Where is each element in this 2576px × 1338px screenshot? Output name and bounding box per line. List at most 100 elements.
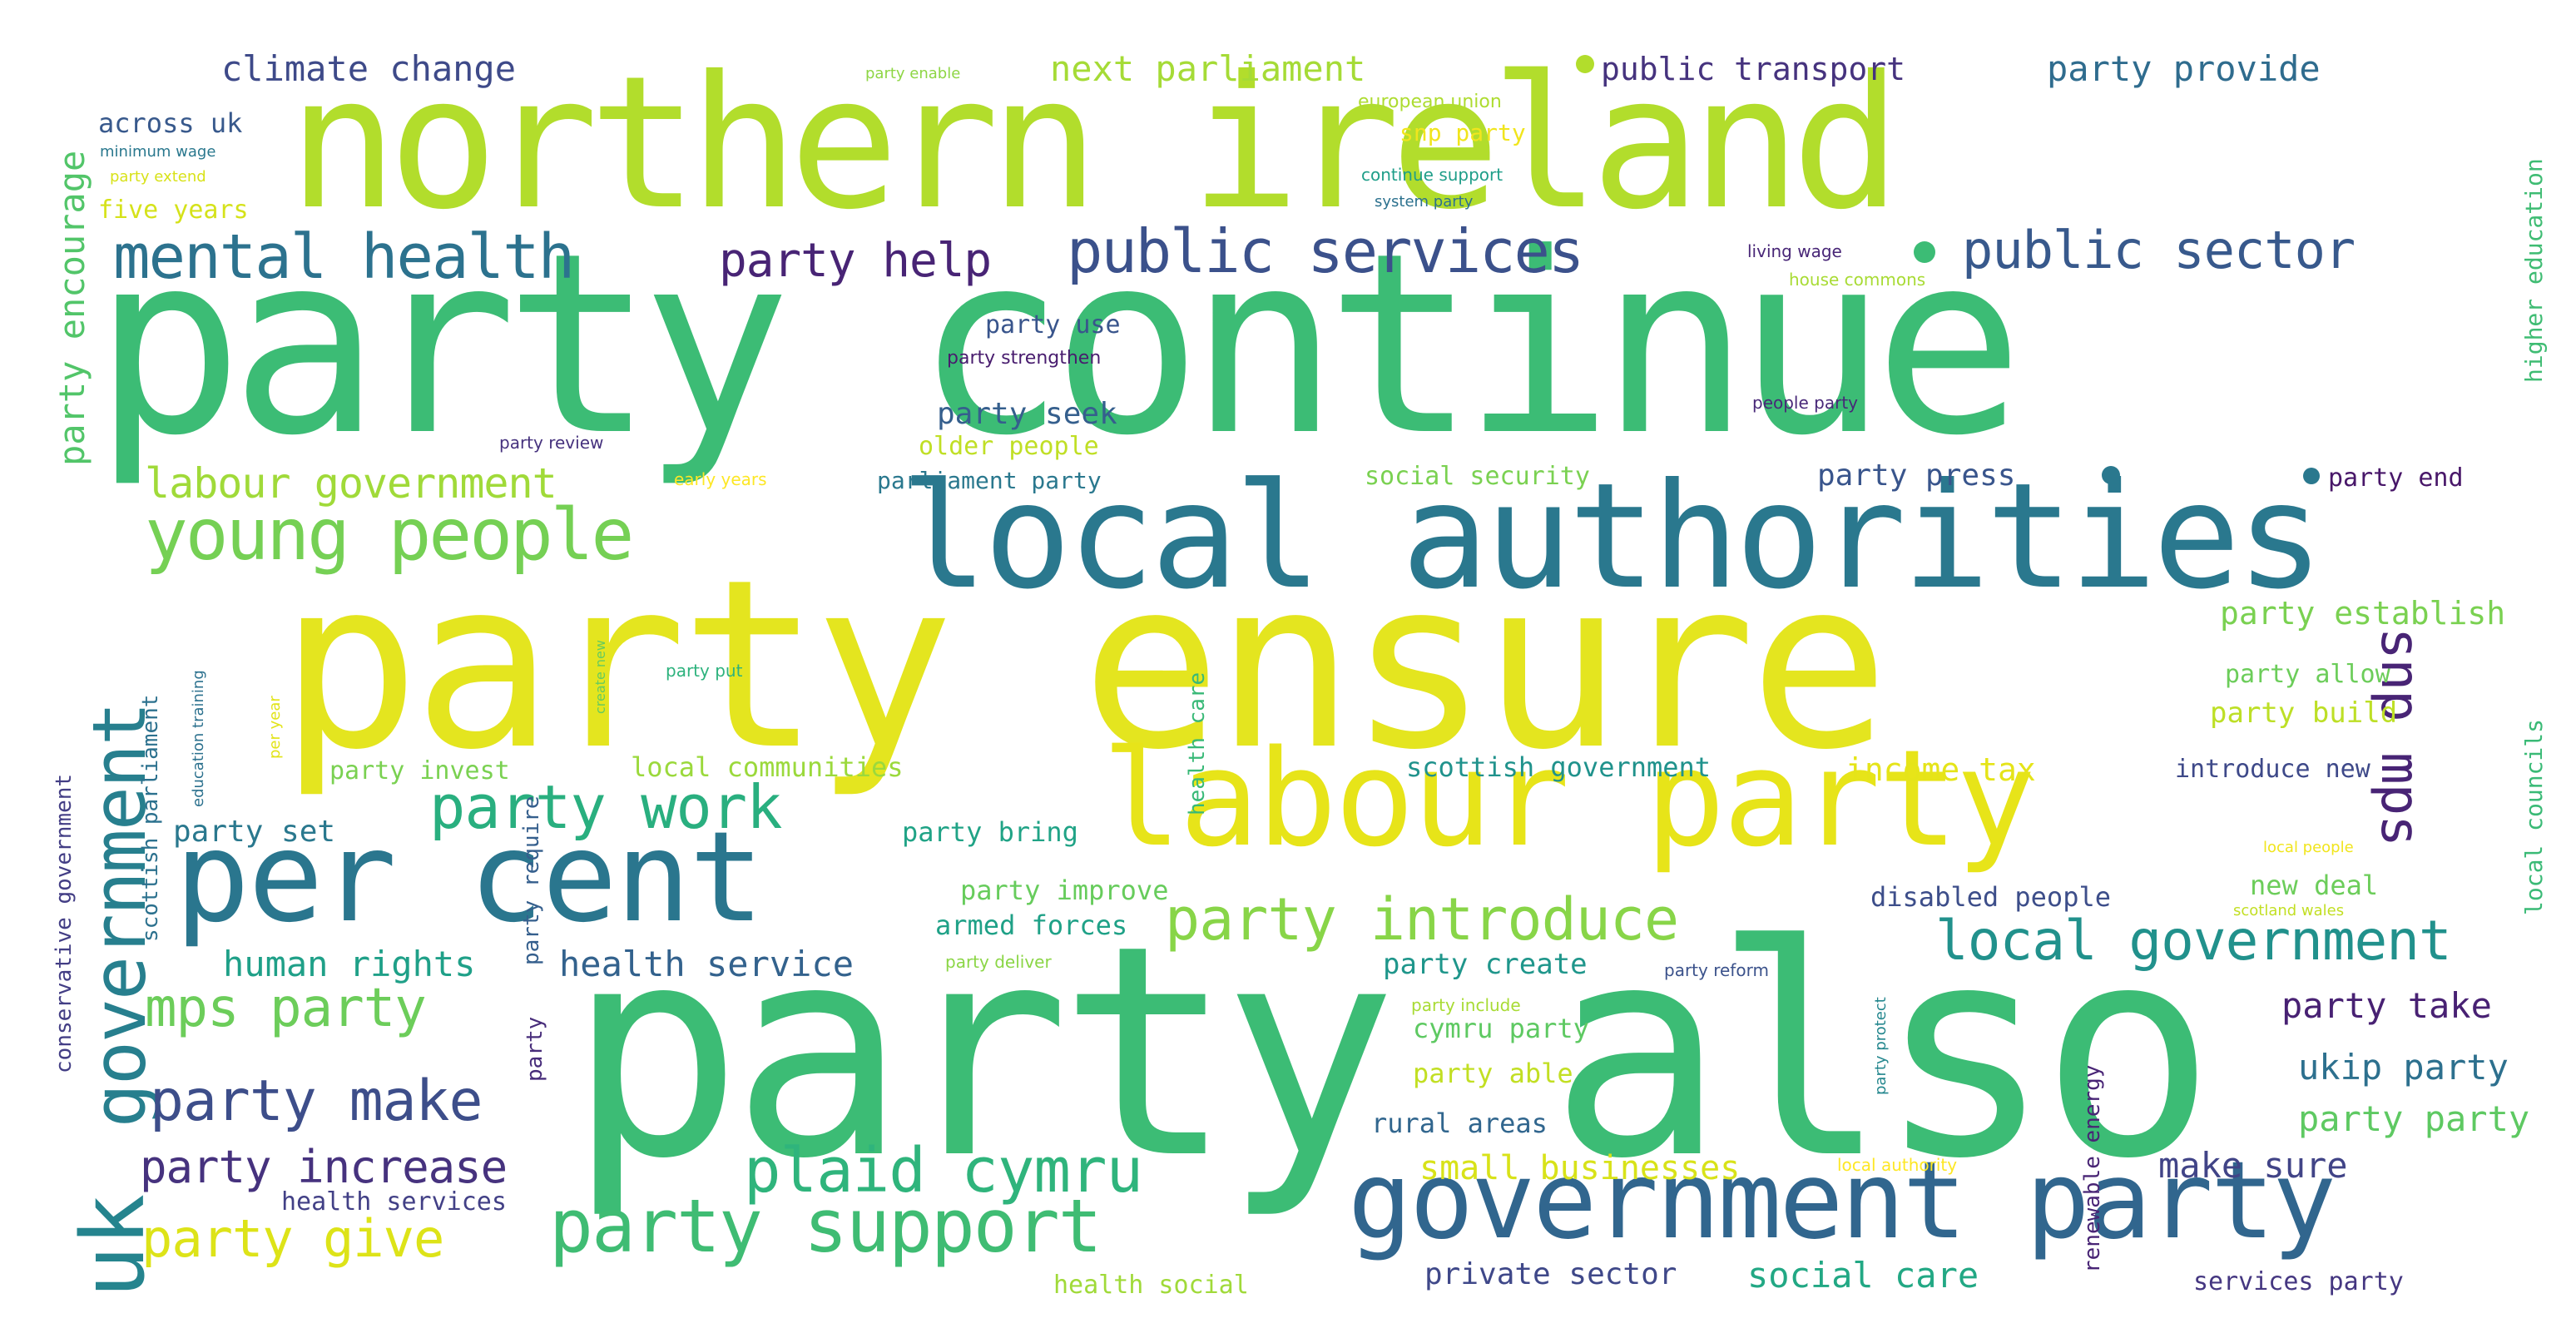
- phrase-party-include: party include: [1411, 995, 1521, 1015]
- phrase-party-allow: party allow: [2225, 660, 2390, 689]
- phrase-rural-areas: rural areas: [1371, 1108, 1548, 1139]
- phrase-party-put: party put: [666, 661, 743, 681]
- phrase-public-transport: public transport: [1601, 51, 1906, 87]
- phrase-parliament-party: parliament party: [877, 467, 1102, 494]
- phrase-party-review: party review: [499, 433, 604, 453]
- phrase-per-year: per year: [266, 696, 284, 759]
- phrase-climate-change: climate change: [221, 48, 517, 89]
- phrase-minimum-wage: minimum wage: [100, 143, 216, 161]
- phrase-health-service: health service: [559, 944, 855, 984]
- phrase-older-people: older people: [919, 432, 1099, 461]
- phrase-higher-education: higher education: [2520, 158, 2548, 383]
- phrase-party-continue: party continue: [93, 200, 2024, 490]
- phrase-party-give: party give: [141, 1208, 444, 1269]
- phrase-local-authority: local authority: [1837, 1155, 1958, 1175]
- phrase-health-social: health social: [1053, 1271, 1249, 1300]
- phrase-house-commons: house commons: [1789, 270, 1926, 290]
- phrase-party-encourage: party encourage: [52, 150, 92, 466]
- phrase-services-party: services party: [2193, 1267, 2404, 1296]
- phrase-five-years: five years: [98, 196, 249, 225]
- phrase-party-create: party create: [1383, 948, 1588, 981]
- phrase-education-training: education training: [190, 670, 207, 807]
- phrase-party-require: party require: [519, 795, 544, 966]
- dot-mark: [2102, 466, 2120, 484]
- phrase-party-set: party set: [173, 815, 336, 849]
- phrase-party-ensure: party ensure: [280, 530, 1890, 801]
- phrase-party-vertical: party: [523, 1016, 547, 1082]
- phrase-system-party: system party: [1375, 193, 1474, 211]
- phrase-party-build: party build: [2210, 696, 2398, 730]
- phrase-local-authorities: local authorities: [900, 453, 2324, 622]
- phrase-social-security: social security: [1365, 462, 1590, 491]
- phrase-social-care: social care: [1747, 1255, 1979, 1296]
- phrase-party-party: party party: [2298, 1098, 2530, 1139]
- phrase-scottish-parliament: scottish parliament: [138, 694, 163, 942]
- phrase-party-seek: party seek: [937, 397, 1117, 431]
- phrase-mps-party: mps party: [145, 978, 427, 1039]
- phrase-government-party: government party: [1348, 1139, 2336, 1263]
- phrase-small-businesses: small businesses: [1419, 1149, 1741, 1187]
- phrase-party-extend: party extend: [110, 168, 206, 186]
- phrase-across-uk: across uk: [98, 107, 243, 139]
- phrase-armed-forces: armed forces: [935, 909, 1128, 941]
- phrase-party-press: party press: [1817, 458, 2016, 493]
- phrase-income-tax: income tax: [1845, 751, 2036, 788]
- phrase-local-councils: local councils: [2520, 718, 2548, 915]
- phrase-european-union: european union: [1358, 92, 1502, 112]
- dot-mark: [1576, 55, 1594, 73]
- phrase-per-cent: per cent: [175, 805, 764, 950]
- phrase-private-sector: private sector: [1424, 1257, 1677, 1291]
- phrase-northern-ireland: northern ireland: [288, 37, 1901, 250]
- phrase-party-support: party support: [549, 1183, 1102, 1269]
- phrase-party-enable: party enable: [865, 65, 961, 82]
- phrase-cymru-party: cymru party: [1413, 1013, 1589, 1044]
- phrase-party-help: party help: [719, 234, 992, 288]
- phrase-plaid-cymru: plaid cymru: [744, 1135, 1143, 1207]
- phrase-health-services: health services: [281, 1187, 507, 1217]
- phrase-scotland-wales: scotland wales: [2233, 902, 2345, 919]
- phrase-ukip-party: ukip party: [2298, 1047, 2509, 1088]
- phrase-labour-government: labour government: [145, 459, 557, 508]
- phrase-party-establish: party establish: [2220, 595, 2506, 632]
- phrase-labour-party: labour party: [1102, 721, 2036, 876]
- phrase-party-work: party work: [429, 772, 782, 842]
- phrase-local-communities: local communities: [631, 751, 904, 783]
- phrase-local-government: local government: [1935, 909, 2452, 973]
- phrase-health-care: health care: [1185, 671, 1210, 815]
- phrase-snp-party: snp party: [1399, 119, 1526, 146]
- dot-mark: [1914, 241, 1935, 263]
- phrase-party-introduce: party introduce: [1165, 885, 1679, 954]
- phrase-living-wage: living wage: [1747, 241, 1842, 261]
- phrase-make-sure: make sure: [2158, 1145, 2348, 1186]
- phrase-party-invest: party invest: [329, 756, 510, 785]
- phrase-introduce-new: introduce new: [2175, 755, 2370, 784]
- phrase-continue-support: continue support: [1361, 165, 1503, 185]
- phrase-public-services: public services: [1067, 216, 1584, 286]
- phrase-create-new: create new: [592, 640, 608, 714]
- phrase-party-take: party take: [2281, 985, 2492, 1026]
- phrase-party-increase: party increase: [140, 1141, 508, 1193]
- phrase-young-people: young people: [145, 493, 634, 577]
- phrase-people-party: people party: [1752, 393, 1859, 413]
- phrase-early-years: early years: [674, 469, 767, 489]
- phrase-party-protect: party protect: [1872, 997, 1890, 1095]
- phrase-scottish-government: scottish government: [1406, 751, 1712, 783]
- dot-mark: [2303, 468, 2320, 484]
- phrase-conservative-government: conservative government: [52, 773, 77, 1073]
- phrase-local-people: local people: [2263, 839, 2354, 856]
- phrase-party-end: party end: [2328, 463, 2464, 493]
- phrase-party-provide: party provide: [2047, 48, 2321, 89]
- phrase-party-use: party use: [985, 310, 1121, 339]
- phrase-party-able: party able: [1413, 1058, 1573, 1089]
- phrase-party-improve: party improve: [960, 875, 1169, 906]
- phrase-mental-health: mental health: [113, 221, 575, 293]
- phrase-new-deal: new deal: [2250, 870, 2379, 901]
- phrase-human-rights: human rights: [223, 944, 476, 984]
- phrase-renewable-energy: renewable energy: [2080, 1064, 2105, 1273]
- phrase-party-also: party also: [567, 883, 2216, 1222]
- phrase-party-reform: party reform: [1664, 960, 1769, 980]
- phrase-party-make: party make: [150, 1068, 483, 1134]
- phrase-next-parliament: next parliament: [1050, 48, 1366, 89]
- phrase-party-deliver: party deliver: [945, 952, 1052, 972]
